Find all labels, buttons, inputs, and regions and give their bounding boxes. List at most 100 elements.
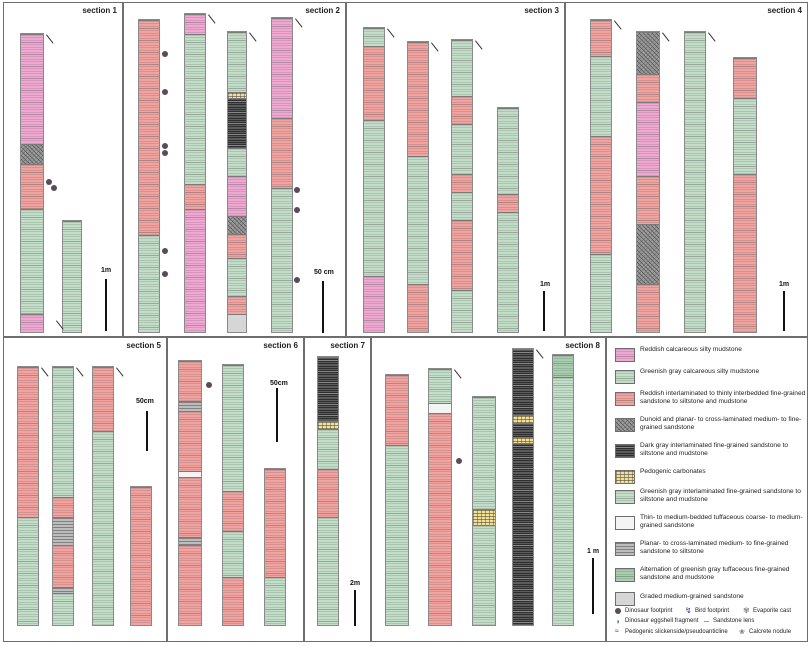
bed-red [452, 96, 472, 124]
dinosaur-footprint-icon [51, 185, 57, 191]
symbol-label-eggshell: Dinosaur eggshell fragment [625, 618, 699, 624]
legend-label: Alternation of greenish gray tuffaceous … [640, 566, 790, 581]
section-title: section 2 [305, 6, 340, 15]
bed-dark [318, 357, 338, 421]
legend-swatch [615, 418, 635, 432]
bed-graded [228, 314, 246, 332]
symbol-label-slick: Pedogenic slickenside/pseudoanticline [625, 629, 728, 635]
panel-section-2: section 2 50 cm [123, 2, 346, 337]
dinosaur-footprint-icon [162, 51, 168, 57]
column [317, 356, 339, 626]
legend-label: Dark gray interlaminated fine-grained sa… [640, 442, 789, 457]
top-marker [208, 14, 216, 24]
scale-bar [322, 281, 324, 333]
column [684, 31, 706, 333]
bed-green [452, 124, 472, 174]
evaporite-cast-icon: ✾ [743, 606, 750, 615]
legend-swatch [615, 542, 635, 556]
scale-bar [783, 291, 785, 331]
bed-green [228, 258, 246, 296]
scale-label: 50cm [136, 398, 154, 405]
bed-pedogenic [228, 92, 246, 98]
bed-green [272, 188, 292, 332]
bed-pink [272, 18, 292, 118]
scale-label: 2m [350, 580, 361, 587]
bed-pedogenic [473, 509, 495, 525]
symbol-label-dino-foot: Dinosaur footprint [625, 608, 673, 614]
bed-pink [364, 276, 384, 332]
panel-section-3: section 3 1m [346, 2, 565, 337]
bed-red [637, 74, 659, 102]
column [497, 107, 519, 333]
bed-red [139, 20, 159, 235]
column [227, 31, 247, 333]
top-marker [475, 40, 483, 50]
top-marker [614, 20, 622, 30]
legend-label: Thin- to medium-bedded tuffaceous coarse… [640, 514, 803, 529]
bed-red [452, 220, 472, 290]
bed-red [223, 577, 243, 625]
bed-green [228, 32, 246, 92]
dinosaur-footprint-icon [162, 271, 168, 277]
bed-green [364, 28, 384, 46]
bed-red [452, 174, 472, 192]
bed-pink [185, 14, 205, 34]
bed-alternation [553, 355, 573, 377]
bed-red [272, 118, 292, 188]
bed-green [498, 108, 518, 194]
section-title: section 1 [82, 6, 117, 15]
bed-pedogenic [513, 437, 533, 443]
bed-planar [53, 517, 73, 545]
bed-green [53, 593, 73, 625]
column [20, 33, 44, 333]
bed-dune [637, 224, 659, 284]
bed-planar [179, 401, 201, 411]
legend-swatch [615, 470, 635, 484]
column [733, 57, 757, 333]
column [222, 364, 244, 626]
panel-section-7: section 7 2m [304, 337, 371, 642]
bed-red [21, 164, 43, 209]
legend-label: Greenish gray calcareous silty mudstone [640, 368, 760, 375]
top-marker [76, 367, 84, 377]
bed-green [386, 445, 408, 625]
bed-green [63, 221, 81, 332]
bed-green [53, 367, 73, 497]
bed-red [179, 545, 201, 625]
dinosaur-footprint-icon [456, 458, 462, 464]
bed-green [223, 365, 243, 491]
bed-red [179, 361, 201, 401]
column [62, 220, 82, 333]
top-marker [536, 349, 544, 359]
column [138, 19, 160, 333]
eggshell-fragment-icon: ◑ [615, 617, 620, 626]
bed-tuffaceous [429, 403, 451, 413]
scale-label: 50cm [270, 380, 288, 387]
dinosaur-footprint-icon [206, 382, 212, 388]
panel-section-6: section 6 50cm [167, 337, 304, 642]
bed-dune [637, 32, 659, 74]
bed-green [429, 369, 451, 403]
legend-label: Reddish calcareous silty mudstone [640, 346, 742, 353]
bed-pink [21, 34, 43, 144]
bed-dune [21, 144, 43, 164]
top-marker [116, 367, 124, 377]
bed-red [318, 469, 338, 517]
symbol-label-evaporite: Evaporite cast [753, 608, 792, 614]
bed-green [591, 254, 611, 332]
bed-green [452, 192, 472, 220]
bed-red [228, 234, 246, 258]
bed-red [429, 413, 451, 625]
dinosaur-footprint-icon [162, 248, 168, 254]
section-title: section 8 [565, 341, 600, 350]
column [428, 368, 452, 626]
bed-red [223, 491, 243, 531]
bed-green [228, 148, 246, 176]
column [407, 41, 429, 333]
bed-green [364, 120, 384, 276]
legend-swatch [615, 490, 635, 504]
column [130, 486, 152, 626]
bed-red [131, 487, 151, 625]
scale-bar [354, 590, 356, 626]
